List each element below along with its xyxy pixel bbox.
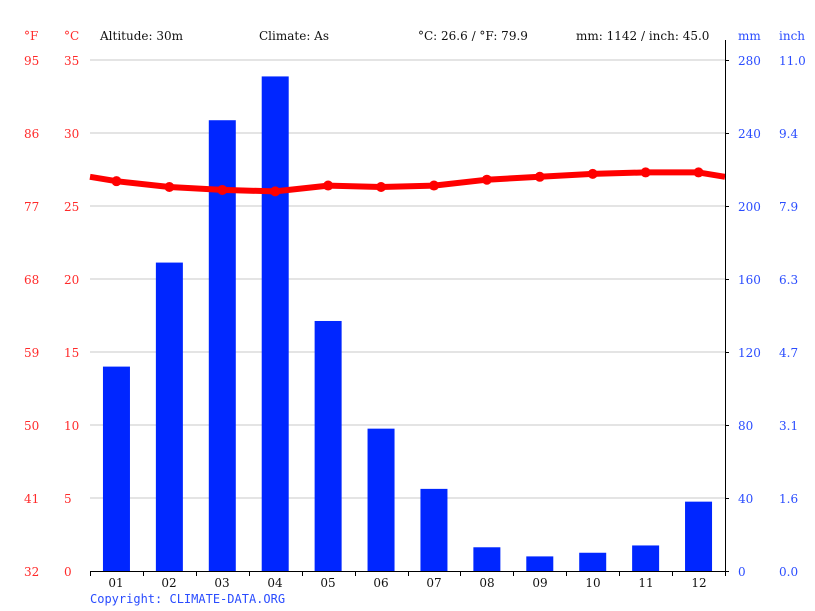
fahrenheit-tick: 77 [24, 200, 40, 214]
altitude-label: Altitude: 30m [100, 29, 184, 43]
temperature-point [481, 174, 492, 185]
celsius-tick: 30 [64, 127, 80, 141]
celsius-tick: 15 [64, 346, 80, 360]
precipitation-bar [473, 547, 501, 571]
celsius-tick: 35 [64, 54, 80, 68]
inch-tick: 4.7 [779, 346, 799, 360]
temperature-point [534, 171, 545, 182]
month-label: 04 [267, 576, 283, 590]
month-label: 02 [161, 576, 177, 590]
month-label: 01 [108, 576, 124, 590]
celsius-tick: 0 [64, 565, 72, 579]
precipitation-bar [526, 556, 554, 571]
inch-tick: 6.3 [779, 273, 799, 287]
temperature-point [428, 180, 439, 191]
mm-tick: 80 [738, 419, 754, 433]
month-label: 12 [691, 576, 707, 590]
copyright-link[interactable]: Copyright: CLIMATE-DATA.ORG [90, 592, 286, 606]
inch-axis-unit: inch [779, 29, 806, 43]
temperature-point [111, 176, 122, 187]
average-temperature-label: °C: 26.6 / °F: 79.9 [418, 29, 528, 43]
month-label: 05 [320, 576, 336, 590]
fahrenheit-tick: 50 [24, 419, 40, 433]
fahrenheit-tick: 95 [24, 54, 40, 68]
month-label: 07 [426, 576, 442, 590]
inch-tick: 9.4 [779, 127, 799, 141]
inch-tick: 0.0 [779, 565, 799, 579]
mm-tick: 280 [738, 54, 761, 68]
mm-tick: 120 [738, 346, 761, 360]
precipitation-bar [632, 545, 660, 571]
precipitation-bar [261, 76, 289, 572]
month-label: 10 [585, 576, 601, 590]
temperature-point [376, 182, 387, 193]
celsius-tick: 25 [64, 200, 80, 214]
precipitation-bar [685, 501, 713, 571]
temperature-point [640, 167, 651, 178]
precipitation-bar [367, 428, 395, 571]
temperature-line [89, 167, 726, 197]
temperature-point [323, 180, 334, 191]
celsius-tick: 5 [64, 492, 72, 506]
mm-tick: 0 [738, 565, 746, 579]
celsius-tick: 20 [64, 273, 80, 287]
precipitation-bar [102, 366, 130, 571]
mm-tick: 200 [738, 200, 761, 214]
mm-tick: 160 [738, 273, 761, 287]
month-label: 03 [214, 576, 230, 590]
precipitation-bar [579, 552, 607, 571]
precipitation-total-label: mm: 1142 / inch: 45.0 [576, 29, 710, 43]
precipitation-bar [314, 320, 342, 571]
fahrenheit-tick: 68 [24, 273, 40, 287]
inch-tick: 11.0 [779, 54, 806, 68]
month-label: 09 [532, 576, 548, 590]
mm-axis-unit: mm [738, 29, 761, 43]
temperature-point [587, 168, 598, 179]
precipitation-bars [102, 76, 713, 572]
fahrenheit-tick: 86 [24, 127, 40, 141]
axes [90, 40, 729, 576]
month-label: 06 [373, 576, 389, 590]
precipitation-bar [420, 488, 448, 571]
temperature-point [270, 186, 281, 197]
gridlines [90, 59, 725, 499]
fahrenheit-axis-unit: °F [24, 29, 39, 43]
inch-tick: 1.6 [779, 492, 799, 506]
precipitation-bar [155, 262, 183, 571]
inch-tick: 7.9 [779, 200, 799, 214]
precipitation-bar [208, 120, 236, 571]
celsius-axis-unit: °C [64, 29, 80, 43]
fahrenheit-tick: 41 [24, 492, 40, 506]
temperature-point [164, 182, 175, 193]
fahrenheit-tick: 32 [24, 565, 40, 579]
month-label: 11 [638, 576, 654, 590]
temperature-point [693, 167, 704, 178]
temperature-point [217, 184, 228, 195]
inch-tick: 3.1 [779, 419, 799, 433]
climate-label: Climate: As [259, 29, 329, 43]
fahrenheit-tick: 59 [24, 346, 40, 360]
mm-tick: 240 [738, 127, 761, 141]
month-label: 08 [479, 576, 495, 590]
mm-tick: 40 [738, 492, 754, 506]
celsius-tick: 10 [64, 419, 80, 433]
